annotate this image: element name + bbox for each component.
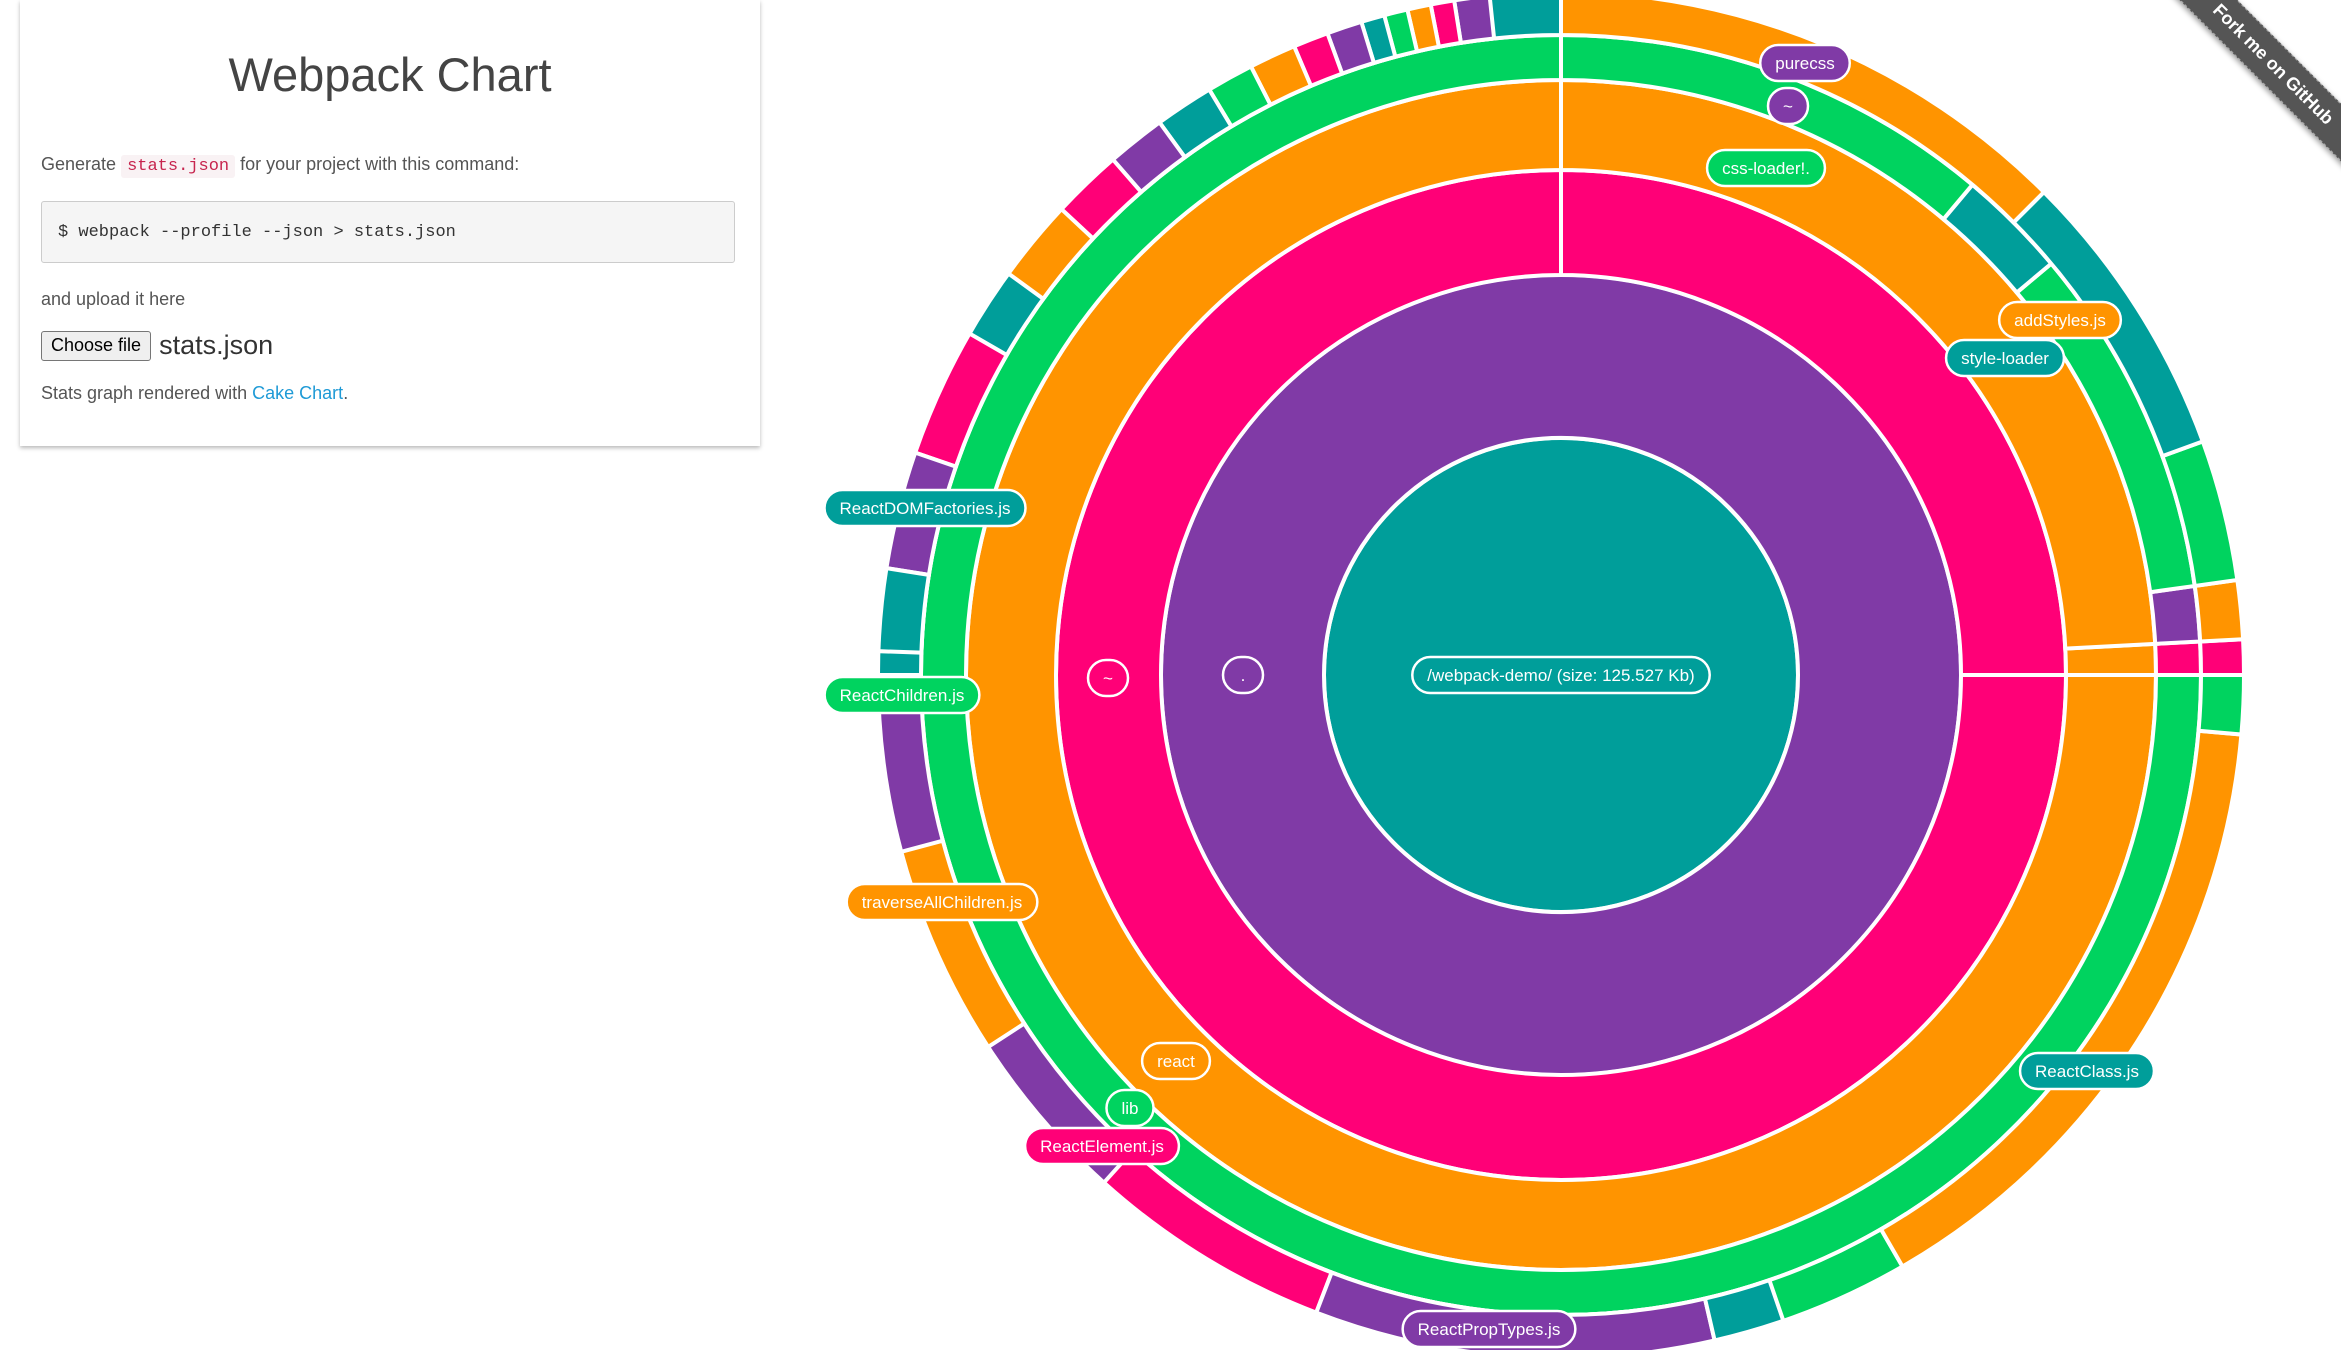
chart-label-6: css-loader!. — [1705, 148, 1827, 188]
chart-label-9: ReactDOMFactories.js — [823, 488, 1027, 528]
chart-label-pill-16 — [1401, 1309, 1577, 1349]
chart-label-5: ~ — [1766, 86, 1810, 126]
command-block: $ webpack --profile --json > stats.json — [41, 201, 735, 263]
chart-label-pill-6 — [1705, 148, 1827, 188]
generate-prefix: Generate — [41, 154, 117, 174]
chart-label-text-15: ReactClass.js — [2035, 1062, 2139, 1081]
chart-label-text-4: purecss — [1775, 54, 1835, 73]
chart-label-16: ReactPropTypes.js — [1401, 1309, 1577, 1349]
outer-fragment-20[interactable] — [1702, 1277, 1786, 1343]
ring-5-segment-1[interactable] — [2198, 637, 2247, 677]
upload-instruction: and upload it here — [41, 289, 186, 309]
chart-label-text-11: traverseAllChildren.js — [862, 893, 1023, 912]
outer-fragment-13[interactable] — [1005, 206, 1096, 302]
ring-5-segment-2[interactable] — [2192, 577, 2246, 644]
chart-label-pill-12 — [1140, 1041, 1212, 1081]
chart-label-15: ReactClass.js — [2018, 1051, 2156, 1091]
chart-label-pill-9 — [823, 488, 1027, 528]
chart-label-pill-3 — [1086, 658, 1130, 698]
chart-label-text-5: ~ — [1783, 97, 1793, 116]
chart-label-pill-14 — [1023, 1126, 1181, 1166]
choose-file-button[interactable]: Choose file — [41, 330, 152, 361]
selected-file-name: stats.json — [159, 330, 274, 360]
generate-instruction: Generate stats.json for your project wit… — [41, 154, 520, 178]
chart-label-pill-11 — [845, 882, 1039, 922]
outer-fragment-16[interactable] — [876, 565, 932, 655]
chart-label-text-7: addStyles.js — [2014, 311, 2106, 330]
rendered-suffix: . — [343, 383, 349, 403]
ring-5-segment-10[interactable] — [2196, 673, 2247, 737]
chart-label-text-9: ReactDOMFactories.js — [840, 499, 1011, 518]
chart-label-1: /webpack-demo/ (size: 125.527 Kb) — [1411, 655, 1711, 695]
info-panel: Webpack Chart Generate stats.json for yo… — [20, 0, 760, 446]
generate-suffix: for your project with this command: — [240, 154, 520, 174]
chart-label-7: addStyles.js — [1997, 300, 2123, 340]
chart-label-pill-15 — [2018, 1051, 2156, 1091]
chart-label-text-8: style-loader — [1961, 349, 2049, 368]
page-title: Webpack Chart — [228, 48, 552, 101]
chart-label-pill-7 — [1997, 300, 2123, 340]
chart-label-3: ~ — [1086, 658, 1130, 698]
chart-label-13: lib — [1105, 1088, 1155, 1128]
chart-label-pill-2 — [1221, 655, 1265, 695]
chart-label-8: style-loader — [1944, 338, 2066, 378]
chart-label-text-3: ~ — [1103, 669, 1113, 688]
chart-label-pill-13 — [1105, 1088, 1155, 1128]
ring-4-segment-2[interactable] — [2147, 583, 2203, 646]
cake-chart-link[interactable]: Cake Chart — [252, 383, 344, 403]
file-input[interactable]: Choose file stats.json — [41, 330, 273, 361]
chart-label-pill-4 — [1758, 43, 1852, 83]
chart-label-text-10: ReactChildren.js — [840, 686, 965, 705]
chart-label-text-16: ReactPropTypes.js — [1418, 1320, 1561, 1339]
chart-label-pill-10 — [823, 675, 981, 715]
chart-label-12: react — [1140, 1041, 1212, 1081]
chart-label-10: ReactChildren.js — [823, 675, 981, 715]
chart-label-text-1: /webpack-demo/ (size: 125.527 Kb) — [1427, 666, 1694, 685]
chart-label-text-14: ReactElement.js — [1040, 1137, 1164, 1156]
chart-label-pill-5 — [1766, 86, 1810, 126]
chart-label-text-6: css-loader!. — [1722, 159, 1810, 178]
chart-label-4: purecss — [1758, 43, 1852, 83]
chart-label-text-13: lib — [1121, 1099, 1138, 1118]
chart-label-pill-1 — [1411, 655, 1711, 695]
chart-label-pill-8 — [1944, 338, 2066, 378]
chart-label-text-2: . — [1241, 666, 1246, 685]
chart-label-14: ReactElement.js — [1023, 1126, 1181, 1166]
stats-json-code: stats.json — [121, 155, 236, 178]
ring-4-segment-1[interactable] — [2153, 639, 2204, 677]
rendered-with-note: Stats graph rendered with Cake Chart. — [41, 383, 348, 404]
chart-label-11: traverseAllChildren.js — [845, 882, 1039, 922]
chart-labels: /webpack-demo/ (size: 125.527 Kb). ~ purec… — [823, 43, 2156, 1349]
chart-label-2: . — [1221, 655, 1265, 695]
rendered-prefix: Stats graph rendered with — [41, 383, 248, 403]
chart-label-text-12: react — [1157, 1052, 1195, 1071]
